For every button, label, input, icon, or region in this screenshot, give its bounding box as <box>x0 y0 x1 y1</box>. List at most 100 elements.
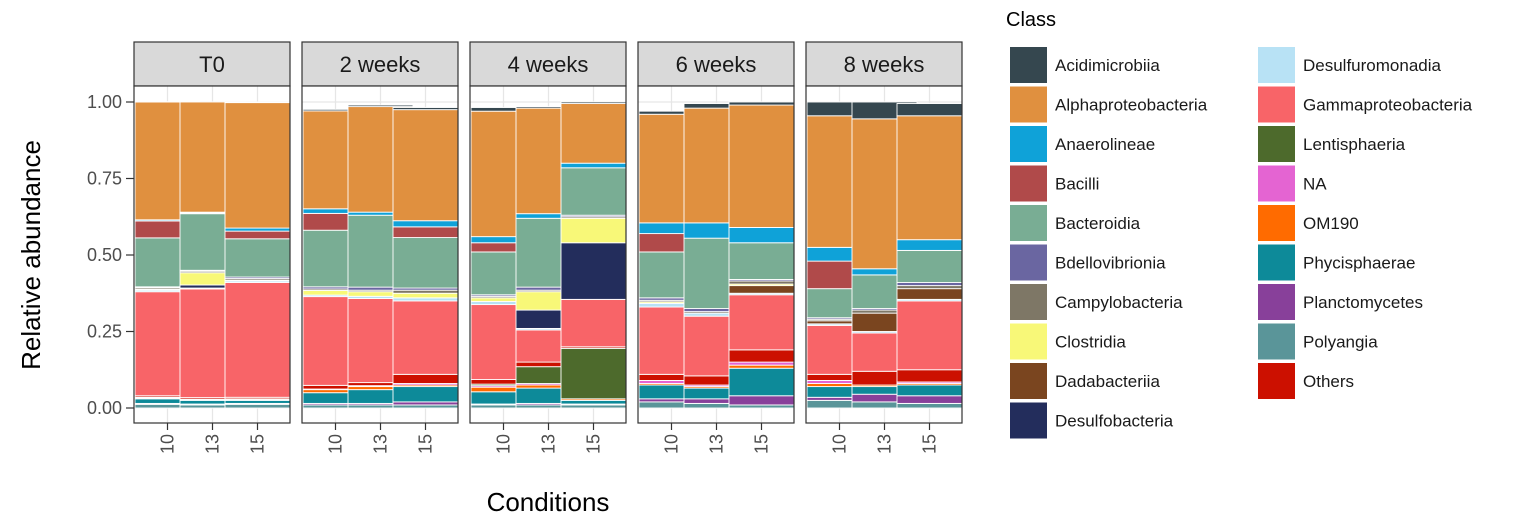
legend-item-desulfobacteria: Desulfobacteria <box>1010 402 1174 439</box>
bar-segment-polyangia <box>896 402 963 409</box>
x-tick-label: 15 <box>920 434 940 454</box>
bar-segment-desulfuromonadia <box>392 297 459 302</box>
x-tick-label: 13 <box>707 434 727 454</box>
facet-strip <box>133 41 291 87</box>
bar-segment-dadabacteriia <box>896 288 963 300</box>
facet-strip <box>469 41 627 87</box>
bar-segment-polyangia <box>728 404 795 409</box>
bar-segment-alphaproteobacteria <box>392 109 459 222</box>
bar-2-weeks-15 <box>392 107 459 409</box>
bar-segment-alphaproteobacteria <box>560 103 627 164</box>
bar-segment-campylobacteria <box>728 280 795 285</box>
legend-swatch <box>1010 205 1047 241</box>
bar-segment-phycisphaerae <box>392 386 459 403</box>
bar-segment-alphaproteobacteria <box>896 115 963 241</box>
bar-segment-planctomycetes <box>728 395 795 406</box>
facet-2-weeks: 2 weeks 10 13 15 <box>301 41 459 454</box>
legend-label: OM190 <box>1303 214 1359 233</box>
legend-swatch <box>1258 126 1295 162</box>
y-tick-label: 0.75 <box>87 169 122 189</box>
x-tick-label: 10 <box>494 434 514 454</box>
bar-segment-anaerolineae <box>896 239 963 251</box>
legend-item-alphaproteobacteria: Alphaproteobacteria <box>1010 86 1208 123</box>
legend-label: Desulfobacteria <box>1055 412 1174 431</box>
y-tick-label: 0.00 <box>87 398 122 418</box>
legend-item-na: NA <box>1258 165 1327 202</box>
bar-segment-acidimicrobiia <box>347 104 414 108</box>
legend-item-polyangia: Polyangia <box>1258 323 1378 360</box>
bar-segment-acidimicrobiia <box>392 107 459 111</box>
legend: Acidimicrobiia Alphaproteobacteria Anaerol… <box>1010 47 1473 439</box>
legend-label: Desulfuromonadia <box>1303 56 1442 75</box>
legend-label: Clostridia <box>1055 333 1126 352</box>
legend-item-clostridia: Clostridia <box>1010 323 1126 360</box>
bar-segment-bacteroidia <box>392 237 459 289</box>
facet-4-weeks: 4 weeks 10 13 15 <box>469 41 627 454</box>
legend-swatch <box>1258 47 1295 83</box>
bar-segment-gammaproteobacteria <box>224 282 291 398</box>
legend-label: Gammaproteobacteria <box>1303 96 1473 115</box>
panel-border <box>301 85 459 424</box>
bar-segment-clostridia <box>392 292 459 299</box>
facet-8-weeks: 8 weeks 10 13 15 <box>805 41 963 454</box>
legend-label: NA <box>1303 175 1327 194</box>
x-tick-label: 10 <box>662 434 682 454</box>
bar-segment-acidimicrobiia <box>896 103 963 117</box>
x-tick-label: 13 <box>203 434 223 454</box>
bar-segment-desulfobacteria <box>560 242 627 300</box>
legend-swatch <box>1010 402 1047 439</box>
bar-segment-dadabacteriia <box>728 285 795 294</box>
legend-swatch <box>1258 86 1295 123</box>
legend-label: Anaerolineae <box>1055 135 1155 154</box>
bar-segment-anaerolineae <box>728 227 795 244</box>
legend-swatch <box>1258 363 1295 399</box>
legend-swatch <box>1010 284 1047 320</box>
legend-item-others: Others <box>1258 363 1354 399</box>
legend-label: Polyangia <box>1303 333 1378 352</box>
legend-item-desulfuromonadia: Desulfuromonadia <box>1258 47 1442 83</box>
legend-label: Dadabacteriia <box>1055 372 1160 391</box>
facet-strip-label: 4 weeks <box>508 52 589 77</box>
bar-segment-acidimicrobiia <box>560 101 627 104</box>
bar-8-weeks-15 <box>896 103 963 409</box>
legend-swatch <box>1010 165 1047 202</box>
legend-title: Class <box>1006 9 1056 31</box>
facet-strip-label: 2 weeks <box>340 52 421 77</box>
x-axis-title: Conditions <box>487 487 610 517</box>
legend-item-bdellovibrionia: Bdellovibrionia <box>1010 244 1166 281</box>
bar-segment-planctomycetes <box>896 395 963 404</box>
legend-swatch <box>1010 244 1047 281</box>
bar-segment-anaerolineae <box>560 162 627 169</box>
legend-item-dadabacteriia: Dadabacteriia <box>1010 363 1160 399</box>
bar-segment-anaerolineae <box>224 227 291 232</box>
x-tick-label: 10 <box>326 434 346 454</box>
legend-item-bacilli: Bacilli <box>1010 165 1099 202</box>
legend-item-om190: OM190 <box>1258 205 1359 241</box>
bar-segment-polyangia <box>392 404 459 409</box>
bar-segment-bacteroidia <box>728 242 795 280</box>
legend-label: Acidimicrobiia <box>1055 56 1160 75</box>
x-tick-label: 10 <box>830 434 850 454</box>
bar-segment-others <box>728 349 795 363</box>
legend-label: Alphaproteobacteria <box>1055 96 1208 115</box>
legend-item-gammaproteobacteria: Gammaproteobacteria <box>1258 86 1473 123</box>
x-tick-label: 15 <box>584 434 604 454</box>
facet-strip <box>805 41 963 87</box>
legend-swatch <box>1010 86 1047 123</box>
y-tick-label: 0.25 <box>87 322 122 342</box>
bar-4-weeks-15 <box>560 101 627 409</box>
bar-segment-acidimicrobiia <box>224 101 291 104</box>
legend-swatch <box>1010 126 1047 162</box>
legend-item-campylobacteria: Campylobacteria <box>1010 284 1183 320</box>
legend-item-acidimicrobiia: Acidimicrobiia <box>1010 47 1160 83</box>
legend-item-bacteroidia: Bacteroidia <box>1010 205 1141 241</box>
legend-label: Bacteroidia <box>1055 214 1141 233</box>
facet-strip <box>301 41 459 87</box>
legend-item-lentisphaeria: Lentisphaeria <box>1258 126 1406 162</box>
y-tick-label: 1.00 <box>87 92 122 112</box>
legend-label: Planctomycetes <box>1303 293 1423 312</box>
legend-swatch <box>1258 165 1295 202</box>
facet-strip-label: T0 <box>199 52 225 77</box>
bar-segment-anaerolineae <box>392 220 459 228</box>
